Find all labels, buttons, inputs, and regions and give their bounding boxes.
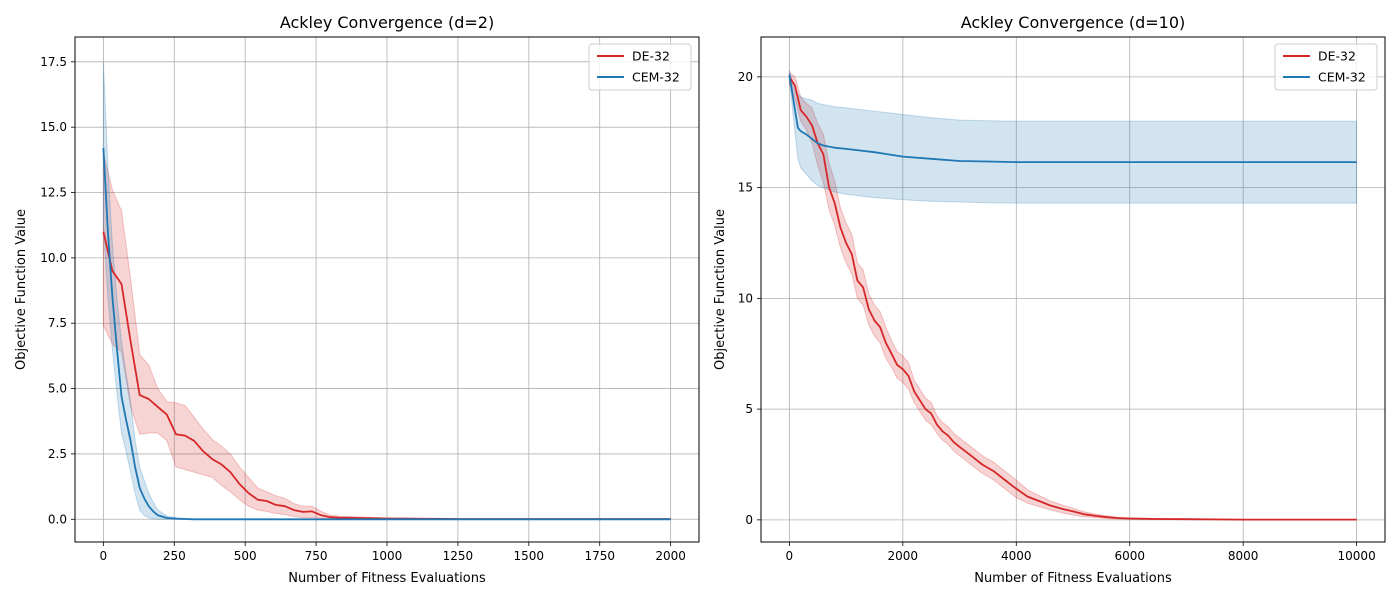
left-x-tick-label: 1250 (443, 549, 474, 563)
right-y-tick-label: 10 (738, 291, 753, 305)
left-legend-label-de: DE-32 (632, 49, 670, 64)
right-lines (788, 74, 1357, 521)
right-cem-32-line (788, 74, 1357, 164)
right-legend-label-de: DE-32 (1318, 49, 1356, 64)
right-de-32-line (788, 76, 1357, 521)
left-subplot: 0 250 500 750 1000 1250 1500 1750 2000 0.0 2.5 5.0 7… (14, 13, 700, 586)
right-subplot: 0 2000 4000 6000 8000 10000 0 5 10 15 20 Ackley Co… (713, 13, 1386, 586)
left-y-axis-label: Objective Function Value (14, 209, 29, 370)
left-cem-32-line (102, 148, 671, 521)
right-x-tick-label: 4000 (1001, 549, 1032, 563)
right-y-tick-label: 5 (745, 402, 753, 416)
left-chart-title: Ackley Convergence (d=2) (280, 13, 494, 32)
left-legend-label-cem: CEM-32 (632, 70, 680, 85)
left-y-tick-label: 2.5 (48, 447, 67, 461)
right-plot-area (761, 37, 1385, 542)
right-y-tick-label: 0 (745, 513, 753, 527)
left-y-tick-label: 10.0 (40, 251, 67, 265)
left-x-tick-label: 0 (100, 549, 108, 563)
left-y-tick-label: 5.0 (48, 382, 67, 396)
right-x-tick-label: 6000 (1114, 549, 1145, 563)
left-ticks: 0 250 500 750 1000 1250 1500 1750 2000 0.0 2.5 5.0 7… (40, 55, 686, 563)
left-de-32-line (102, 231, 671, 520)
right-legend-label-cem: CEM-32 (1318, 70, 1366, 85)
right-x-tick-label: 8000 (1228, 549, 1259, 563)
right-plot-frame (760, 36, 1386, 543)
right-y-tick-label: 15 (738, 181, 753, 195)
left-x-tick-label: 2000 (655, 549, 686, 563)
right-cem-32-band (788, 70, 1358, 204)
right-legend: DE-32 CEM-32 (1274, 43, 1378, 91)
right-y-tick-label: 20 (738, 70, 753, 84)
right-x-axis-label: Number of Fitness Evaluations (974, 571, 1172, 586)
left-legend: DE-32 CEM-32 (588, 43, 692, 91)
left-y-tick-label: 15.0 (40, 120, 67, 134)
left-y-tick-label: 17.5 (40, 55, 67, 69)
left-y-tick-label: 12.5 (40, 186, 67, 200)
left-x-axis-label: Number of Fitness Evaluations (288, 571, 486, 586)
right-x-tick-label: 0 (786, 549, 794, 563)
right-chart-title: Ackley Convergence (d=10) (961, 13, 1186, 32)
right-x-tick-label: 2000 (888, 549, 919, 563)
left-x-tick-label: 250 (163, 549, 186, 563)
left-x-tick-label: 1000 (372, 549, 403, 563)
left-x-tick-label: 1500 (514, 549, 545, 563)
left-y-tick-label: 0.0 (48, 512, 67, 526)
right-ticks: 0 2000 4000 6000 8000 10000 0 5 10 15 20 (738, 70, 1376, 563)
left-y-tick-label: 7.5 (48, 316, 67, 330)
right-y-axis-label: Objective Function Value (713, 209, 728, 370)
left-x-tick-label: 750 (305, 549, 328, 563)
left-lines (102, 148, 671, 521)
left-x-tick-label: 500 (234, 549, 257, 563)
left-x-tick-label: 1750 (584, 549, 615, 563)
right-x-tick-label: 10000 (1338, 549, 1376, 563)
